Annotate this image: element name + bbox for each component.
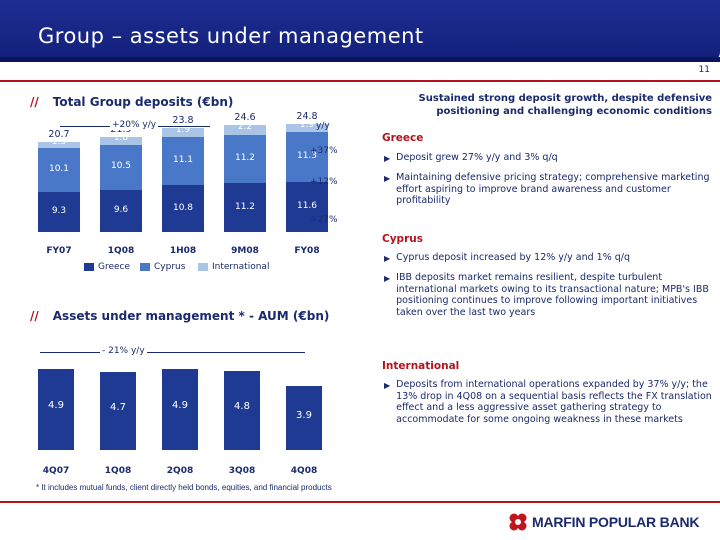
- deposits-value-label-international: 1.8: [113, 132, 129, 143]
- deposits-value-label-international: 1.9: [299, 120, 315, 131]
- aum-value-label: 3.9: [296, 410, 312, 422]
- deposits-value-label-cyprus: 11.2: [234, 152, 256, 163]
- legend-swatch-greece: [84, 263, 94, 271]
- bullet-greece-1: ▶ Deposit grew 27% y/y and 3% q/q: [384, 152, 558, 163]
- deposits-bar-greece: [38, 191, 80, 232]
- deposits-growth-label: +20% y/y: [110, 120, 159, 130]
- footnote: * It includes mutual funds, client direc…: [36, 483, 332, 492]
- aum-value-label: 4.7: [110, 401, 126, 413]
- deposits-bar-greece: [100, 190, 142, 232]
- top-rule: [0, 80, 720, 82]
- legend-item-greece: Greece: [84, 262, 130, 272]
- yy-header: y/y: [316, 121, 330, 131]
- aum-bar: [162, 369, 198, 450]
- deposits-value-label-cyprus: 11.1: [172, 154, 194, 165]
- bullet-cyprus-2: ▶ IBB deposits market remains resilient, …: [384, 272, 709, 318]
- deposits-category-label: 9M08: [231, 246, 259, 256]
- aum-category-label: 4Q07: [42, 466, 70, 476]
- bottom-rule: [0, 501, 720, 503]
- yy-greece: +27%: [310, 215, 338, 225]
- aum-category-label: 2Q08: [166, 466, 194, 476]
- deposits-bar-international: [286, 124, 328, 133]
- deposits-bar-international: [162, 128, 204, 137]
- deposits-total-label: 20.7: [48, 128, 70, 140]
- deposits-total-label: 23.8: [172, 115, 194, 127]
- deposits-value-label-greece: 10.8: [172, 202, 194, 213]
- aum-bar: [100, 372, 136, 450]
- yy-cyprus: +12%: [310, 177, 338, 187]
- deposits-category-label: FY07: [46, 246, 72, 256]
- bank-logo: MARFIN POPULAR BANK: [508, 512, 700, 532]
- deposits-value-label-international: 1.3: [51, 136, 67, 147]
- deposits-value-label-greece: 9.3: [51, 205, 67, 216]
- bullet-greece-2: ▶ Maintaining defensive pricing strategy;…: [384, 172, 710, 206]
- legend-item-cyprus: Cyprus: [140, 262, 185, 272]
- region-title-cyprus: Cyprus: [382, 233, 423, 245]
- deposits-bar-cyprus: [286, 132, 328, 182]
- legend-swatch-international: [198, 263, 208, 271]
- deposits-bar-greece: [286, 181, 328, 232]
- section-marker: //: [30, 95, 39, 109]
- bullet-arrow-icon: ▶: [384, 254, 391, 263]
- deposits-total-label: 24.8: [296, 111, 318, 123]
- bullet-arrow-icon: ▶: [384, 154, 391, 163]
- deposits-bar-greece: [162, 185, 204, 232]
- commentary-heading: Sustained strong deposit growth, despite…: [418, 93, 712, 117]
- aum-section-title: //Assets under management * - AUM (€bn): [30, 309, 330, 323]
- aum-value-label: 4.8: [234, 400, 250, 412]
- page-number: 11: [698, 65, 710, 75]
- deposits-bar-greece: [224, 183, 266, 232]
- logo-text: MARFIN POPULAR BANK: [532, 514, 700, 530]
- deposits-value-label-cyprus: 10.5: [110, 161, 132, 172]
- aum-bar: [286, 385, 322, 450]
- header-banner: Group – assets under management: [0, 0, 720, 62]
- section-marker: //: [30, 309, 39, 323]
- deposits-total-label: 24.6: [234, 111, 256, 123]
- deposits-bar-cyprus: [224, 134, 266, 184]
- aum-bar: [224, 370, 260, 450]
- aum-bar: [38, 369, 74, 450]
- aum-growth-line: [40, 352, 305, 353]
- aum-value-label: 4.9: [48, 399, 64, 411]
- deposits-value-label-cyprus: 11.3: [296, 150, 318, 161]
- marfin-logo-icon: [509, 513, 527, 531]
- aum-value-label: 4.9: [172, 399, 188, 411]
- region-title-international: International: [382, 360, 460, 372]
- aum-growth-label: - 21% y/y: [100, 346, 147, 356]
- bullet-international-1: ▶ Deposits from international operations …: [384, 379, 712, 425]
- deposits-value-label-greece: 11.6: [296, 200, 318, 211]
- deposits-bar-cyprus: [162, 136, 204, 186]
- deposits-bar-international: [224, 124, 266, 135]
- legend-swatch-cyprus: [140, 263, 150, 271]
- deposits-bar-cyprus: [38, 147, 80, 192]
- deposits-category-label: 1Q08: [107, 246, 135, 256]
- legend-item-international: International: [198, 262, 269, 272]
- deposits-value-label-cyprus: 10.1: [48, 163, 70, 174]
- aum-category-label: 3Q08: [228, 466, 256, 476]
- region-title-greece: Greece: [382, 132, 424, 144]
- bullet-cyprus-1: ▶ Cyprus deposit increased by 12% y/y and…: [384, 252, 630, 263]
- page-title: Group – assets under management: [38, 24, 424, 48]
- aum-category-label: 4Q08: [290, 466, 318, 476]
- deposits-bar-international: [38, 141, 80, 148]
- deposits-category-label: FY08: [294, 246, 320, 256]
- deposits-value-label-international: 1.9: [175, 124, 191, 135]
- deposits-value-label-greece: 9.6: [113, 205, 129, 216]
- deposits-bar-cyprus: [100, 144, 142, 191]
- aum-category-label: 1Q08: [104, 466, 132, 476]
- deposits-bar-international: [100, 136, 142, 145]
- bullet-arrow-icon: ▶: [384, 174, 391, 183]
- yy-international: +37%: [310, 146, 338, 156]
- deposits-value-label-greece: 11.2: [234, 201, 256, 212]
- deposits-section-title: //Total Group deposits (€bn): [30, 95, 234, 109]
- bullet-arrow-icon: ▶: [384, 381, 391, 390]
- bullet-arrow-icon: ▶: [384, 274, 391, 283]
- deposits-category-label: 1H08: [169, 246, 197, 256]
- deposits-value-label-international: 2.2: [237, 121, 253, 132]
